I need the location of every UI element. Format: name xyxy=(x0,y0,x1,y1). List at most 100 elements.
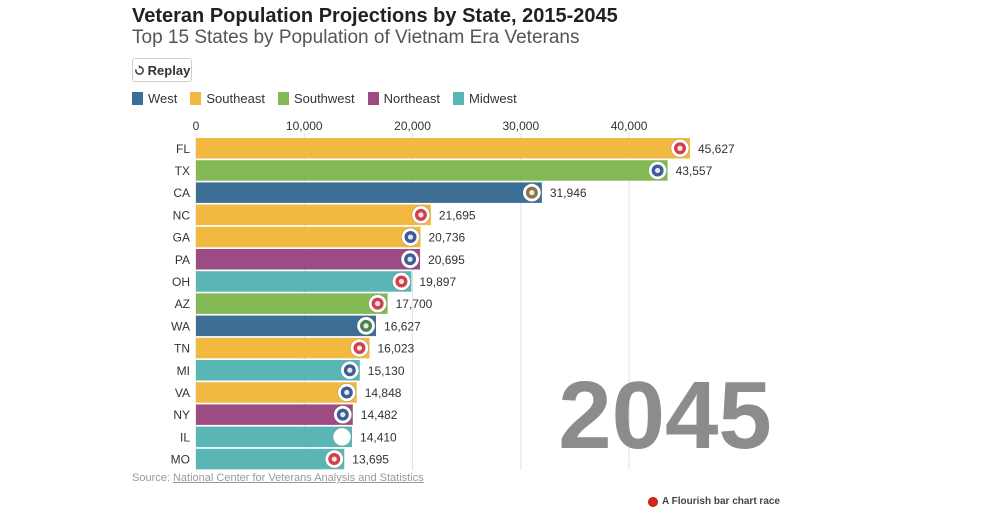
legend-swatch-northeast xyxy=(367,92,379,105)
category-label: TX xyxy=(175,164,190,178)
bar[interactable] xyxy=(196,404,353,425)
legend-item-southeast[interactable]: Southeast xyxy=(190,91,265,106)
legend: West Southeast Southwest Northeast Midwe… xyxy=(132,91,517,106)
category-label: WA xyxy=(171,319,190,333)
value-label: 21,695 xyxy=(439,208,476,222)
value-label: 16,023 xyxy=(377,342,414,356)
bar[interactable] xyxy=(196,249,421,270)
value-label: 20,736 xyxy=(429,231,466,245)
legend-swatch-southwest xyxy=(277,92,289,105)
x-tick-label: 40,000 xyxy=(611,119,648,133)
flag-badge-emblem xyxy=(407,256,413,262)
bar[interactable] xyxy=(196,337,370,359)
flag-badge-emblem xyxy=(331,456,337,462)
bar[interactable] xyxy=(196,138,690,159)
flag-badge-emblem xyxy=(398,278,405,285)
virginia-flag-icon xyxy=(337,383,357,402)
missouri-flag-icon xyxy=(324,449,344,469)
legend-label-west: West xyxy=(148,91,178,106)
legend-swatch-midwest xyxy=(453,92,465,105)
x-tick-label: 30,000 xyxy=(502,119,539,133)
bar[interactable] xyxy=(196,204,431,226)
category-label: TN xyxy=(174,342,190,356)
flag-badge-emblem xyxy=(340,412,346,418)
bar[interactable] xyxy=(196,293,388,314)
value-label: 17,700 xyxy=(396,297,433,311)
category-label: CA xyxy=(173,186,190,200)
legend-label-northeast: Northeast xyxy=(383,91,441,106)
bar[interactable] xyxy=(196,382,357,403)
category-label: NY xyxy=(173,408,190,422)
bar[interactable] xyxy=(196,226,421,248)
category-label: FL xyxy=(176,142,190,156)
replay-label: Replay xyxy=(147,62,191,78)
value-label: 14,848 xyxy=(365,386,402,400)
value-label: 15,130 xyxy=(368,364,405,378)
value-label: 16,627 xyxy=(384,319,421,333)
category-label: PA xyxy=(175,253,190,267)
category-label: OH xyxy=(172,275,190,289)
flag-badge-emblem xyxy=(654,167,661,174)
bar[interactable] xyxy=(196,360,360,381)
source-prefix: Source: xyxy=(132,472,173,484)
chart-subtitle: Top 15 States by Population of Vietnam E… xyxy=(132,27,580,48)
flag-badge-emblem xyxy=(418,212,424,218)
north-carolina-flag-icon xyxy=(411,205,431,225)
category-label: MI xyxy=(177,364,190,378)
legend-label-southwest: Southwest xyxy=(293,91,355,106)
illinois-flag-icon xyxy=(332,427,352,447)
flag-badge-emblem xyxy=(677,145,683,151)
chart-title: Veteran Population Projections by State,… xyxy=(132,5,618,27)
legend-label-southeast: Southeast xyxy=(206,91,265,106)
value-label: 13,695 xyxy=(352,453,389,467)
flourish-logo-icon xyxy=(648,496,658,507)
category-label: IL xyxy=(180,430,190,444)
value-label: 19,897 xyxy=(419,275,456,289)
ohio-flag-icon xyxy=(392,272,411,291)
replay-button[interactable]: Replay xyxy=(132,58,192,82)
x-tick-label: 10,000 xyxy=(286,119,323,133)
georgia-flag-icon xyxy=(401,227,420,247)
flag-badge-emblem xyxy=(356,345,363,351)
flag-badge-emblem xyxy=(529,190,535,196)
california-flag-icon xyxy=(522,183,542,202)
value-label: 43,557 xyxy=(676,164,713,178)
flag-badge-emblem xyxy=(363,323,369,329)
value-label: 45,627 xyxy=(698,142,735,156)
value-label: 14,482 xyxy=(361,408,398,422)
source-link[interactable]: National Center for Veterans Analysis an… xyxy=(172,472,424,484)
flag-badge-emblem xyxy=(347,367,353,373)
value-label: 14,410 xyxy=(360,430,397,444)
legend-item-west[interactable]: West xyxy=(132,91,177,106)
bar[interactable] xyxy=(196,160,668,181)
legend-item-midwest[interactable]: Midwest xyxy=(453,91,517,106)
flag-badge-emblem xyxy=(407,234,414,240)
legend-swatch-west xyxy=(132,92,143,105)
flourish-credit[interactable]: A Flourish bar chart race xyxy=(648,496,780,507)
x-tick-label: 0 xyxy=(193,119,200,133)
new-york-flag-icon xyxy=(333,405,353,424)
category-label: NC xyxy=(173,208,191,222)
legend-item-northeast[interactable]: Northeast xyxy=(367,91,441,106)
bar[interactable] xyxy=(196,271,412,292)
value-label: 20,695 xyxy=(428,253,465,267)
category-label: GA xyxy=(173,231,190,245)
source-note: Source: National Center for Veterans Ana… xyxy=(132,472,424,484)
category-label: VA xyxy=(175,386,190,400)
flag-badge-emblem xyxy=(339,434,345,440)
category-label: MO xyxy=(171,453,190,467)
legend-swatch-southeast xyxy=(190,92,202,105)
legend-label-midwest: Midwest xyxy=(469,91,517,106)
bar[interactable] xyxy=(196,448,345,470)
bar[interactable] xyxy=(196,315,377,337)
credit-label: A Flourish bar chart race xyxy=(662,496,780,507)
washington-flag-icon xyxy=(356,316,376,336)
legend-item-southwest[interactable]: Southwest xyxy=(277,91,355,106)
michigan-flag-icon xyxy=(340,360,360,380)
bar[interactable] xyxy=(196,426,353,448)
pennsylvania-flag-icon xyxy=(400,249,420,269)
bar[interactable] xyxy=(196,182,542,203)
year-watermark: 2045 xyxy=(558,362,772,469)
category-label: AZ xyxy=(175,297,190,311)
